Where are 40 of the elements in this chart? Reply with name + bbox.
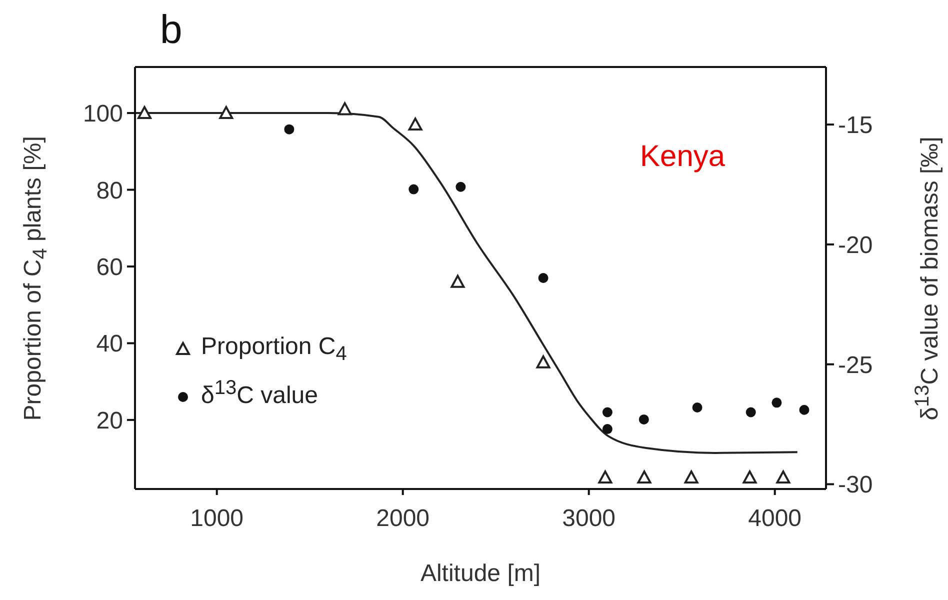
x-tick-label: 4000 <box>748 505 802 532</box>
x-tick-label: 1000 <box>190 505 244 532</box>
y-tick-label: 80 <box>96 177 123 204</box>
y-tick-label: 60 <box>96 254 123 282</box>
point <box>408 118 422 131</box>
point <box>219 106 234 120</box>
y-tick-label: 40 <box>96 330 123 358</box>
point <box>684 470 698 484</box>
legend-label: Proportion C$_{4}$ <box>201 333 347 365</box>
x-tick-label: 3000 <box>562 505 616 532</box>
point <box>137 106 152 120</box>
y-tick-label: 20 <box>96 407 123 434</box>
point <box>536 355 550 368</box>
annotation: Kenya <box>640 140 726 174</box>
point <box>602 424 612 434</box>
point <box>598 470 612 484</box>
y-tick-label: 100 <box>82 100 123 128</box>
legend-label: δ$^{13}$C value <box>201 376 318 409</box>
point <box>772 398 782 408</box>
point <box>450 274 465 288</box>
point <box>799 404 810 415</box>
point <box>742 470 757 484</box>
point <box>602 407 612 418</box>
point <box>638 414 649 424</box>
y2-tick-label: -25 <box>838 352 873 379</box>
point <box>284 124 294 134</box>
point <box>776 470 790 484</box>
point <box>408 184 419 194</box>
point <box>456 182 466 192</box>
point <box>692 402 702 412</box>
x-axis-title: Altitude [m] <box>419 560 542 588</box>
point <box>538 273 548 283</box>
x-tick-label: 2000 <box>376 505 430 532</box>
point <box>338 102 352 116</box>
y2-tick-label: -15 <box>838 112 873 140</box>
y2-tick-label: -20 <box>838 232 873 259</box>
point <box>637 470 652 484</box>
point <box>746 407 756 418</box>
y2-tick-label: -30 <box>838 472 873 499</box>
chart-title: b <box>160 8 182 53</box>
